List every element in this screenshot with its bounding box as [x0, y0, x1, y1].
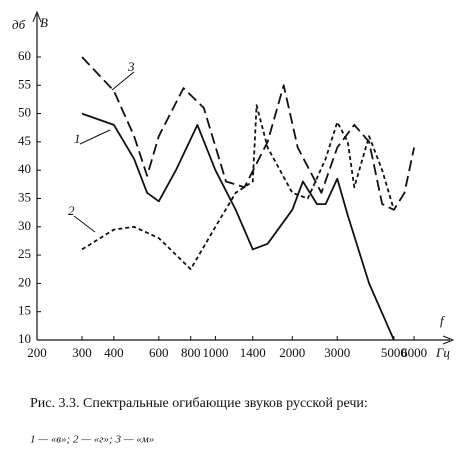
x-tick-label: 1000 — [202, 345, 228, 360]
series-label: 3 — [127, 59, 135, 74]
x-tick-label: 5000 — [381, 345, 407, 360]
caption: Рис. 3.3. Спектральные огибающие звуков … — [30, 396, 368, 411]
y-tick-label: 30 — [18, 218, 31, 233]
y-tick-label: 40 — [18, 161, 31, 176]
x-arrow — [442, 335, 455, 345]
y-label: дб — [12, 17, 26, 32]
y-tick-label: 35 — [18, 189, 31, 204]
y-tick-label: 60 — [18, 48, 31, 63]
y-tick-label: 20 — [18, 274, 31, 289]
x-tick-label: 200 — [27, 345, 47, 360]
x-tick-label: 2000 — [279, 345, 305, 360]
y-tick-label: 25 — [18, 246, 31, 261]
x-tick-label: 6000 — [401, 345, 427, 360]
y-tick-label: 45 — [18, 133, 31, 148]
series-line — [81, 112, 395, 341]
x-tick-label: 600 — [149, 345, 169, 360]
x-tick-label: 1400 — [240, 345, 266, 360]
series-label: 2 — [68, 203, 75, 218]
series-line — [81, 104, 395, 271]
y-arrow — [32, 10, 42, 23]
caption-legend: 1 — «в»; 2 — «г»; 3 — «м» — [30, 434, 154, 446]
y-tick-label: 55 — [18, 76, 31, 91]
x-tick-label: 300 — [72, 345, 92, 360]
x-unit: Гц — [435, 345, 450, 360]
y-tick-label: 50 — [18, 105, 31, 120]
y-unit: В — [40, 15, 48, 30]
series-label: 1 — [74, 131, 81, 146]
x-label: f — [440, 313, 446, 328]
x-tick-label: 400 — [104, 345, 124, 360]
series-line — [81, 56, 415, 211]
series-leader — [111, 71, 135, 91]
y-tick-label: 15 — [18, 303, 31, 318]
x-tick-label: 800 — [181, 345, 201, 360]
x-tick-label: 3000 — [324, 345, 350, 360]
series-leader — [73, 215, 96, 233]
y-tick-label: 10 — [18, 331, 31, 346]
series-leader — [79, 129, 111, 145]
